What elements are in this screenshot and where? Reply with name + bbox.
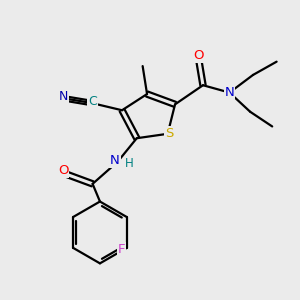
Text: S: S <box>165 127 173 140</box>
Text: N: N <box>225 86 234 99</box>
Text: F: F <box>118 243 125 256</box>
Text: C: C <box>88 95 97 108</box>
Text: N: N <box>58 91 68 103</box>
Text: O: O <box>58 164 68 177</box>
Text: N: N <box>110 154 119 167</box>
Text: O: O <box>193 49 204 62</box>
Text: H: H <box>124 157 133 170</box>
